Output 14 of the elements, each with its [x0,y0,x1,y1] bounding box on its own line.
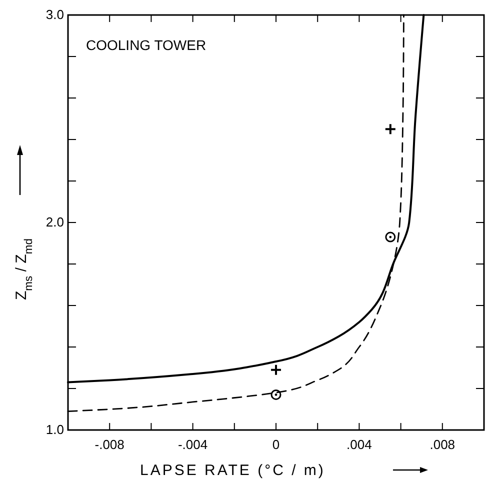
x-tick-label: .008 [430,437,456,452]
x-tick-label: .004 [346,437,372,452]
point [270,389,282,400]
point [384,123,396,136]
y-tick-label: 2.0 [46,214,64,230]
text: COOLING TOWER [86,37,206,53]
point [385,232,396,242]
y-tick-label: 3.0 [46,7,64,22]
point [270,364,282,376]
x-axis-title: LAPSE RATE (°C / m) [140,462,326,479]
x-tick-label: 0 [272,437,280,452]
x-tick-label: -.004 [178,437,208,452]
y-tick-label: 1.0 [46,422,64,437]
x-tick-label: -.008 [94,437,124,452]
